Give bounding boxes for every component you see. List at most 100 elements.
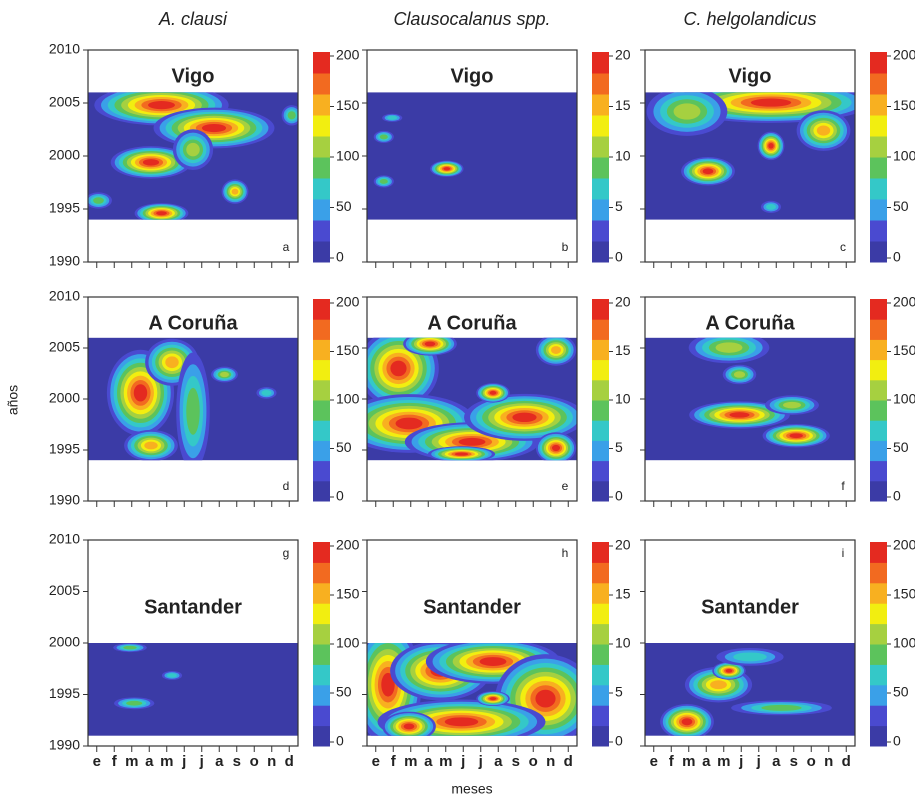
colorbar-tick-label: 10	[615, 148, 631, 164]
x-tick-label: j	[460, 753, 465, 770]
colorbar-tick-label: 0	[615, 249, 623, 265]
colorbar-tick-label: 20	[615, 537, 631, 553]
contour-level	[220, 371, 229, 378]
colorbar-tick-label: 150	[893, 586, 915, 602]
colorbar-band	[870, 542, 887, 563]
contour-level	[725, 669, 733, 673]
x-tick-label: j	[738, 753, 743, 770]
colorbar-band	[870, 582, 887, 604]
contour-level	[789, 433, 803, 439]
colorbar-band	[313, 440, 330, 462]
contour-level	[231, 188, 239, 195]
y-tick-label: 2010	[49, 41, 80, 57]
y-tick-label: 2010	[49, 288, 80, 304]
y-tick-label: 2000	[49, 390, 80, 406]
colorbar-tick-label: 200	[893, 47, 915, 63]
contour-level	[93, 197, 104, 204]
colorbar-band	[313, 339, 330, 361]
y-tick-label: 1990	[49, 492, 80, 508]
colorbar-tick-label: 100	[893, 391, 915, 407]
x-tick-label: d	[285, 753, 294, 770]
contour-level	[133, 384, 148, 402]
colorbar-band	[592, 440, 609, 462]
x-tick-label: a	[702, 753, 711, 770]
x-tick-label: n	[824, 753, 833, 770]
contour-level	[166, 673, 178, 678]
colorbar-tick-label: 50	[893, 198, 909, 214]
panel: A Coruña e 0 5 10 15 20	[362, 294, 631, 507]
panel-title: Santander	[423, 596, 521, 618]
colorbar-band	[592, 299, 609, 320]
x-tick-label: m	[404, 753, 417, 770]
x-tick-label: j	[181, 753, 186, 770]
x-tick-label: m	[682, 753, 695, 770]
panel-title: A Coruña	[427, 312, 517, 334]
colorbar-band	[313, 157, 330, 179]
colorbar-tick-label: 0	[893, 733, 901, 749]
contour-level	[765, 203, 777, 210]
colorbar-band	[870, 603, 887, 625]
colorbar-tick-label: 0	[893, 488, 901, 504]
colorbar-tick-label: 15	[615, 342, 631, 358]
contour-level	[783, 401, 801, 409]
contour-level	[681, 718, 693, 726]
colorbar-tick-label: 200	[893, 294, 915, 310]
colorbar-tick-label: 0	[336, 733, 344, 749]
colorbar-band	[592, 542, 609, 563]
colorbar-band	[870, 379, 887, 401]
x-tick-label: f	[669, 753, 675, 770]
x-tick-label: a	[145, 753, 154, 770]
panel-label: f	[841, 479, 845, 493]
colorbar-band	[870, 199, 887, 221]
panel-title: A Coruña	[705, 312, 795, 334]
colorbar-band	[870, 684, 887, 706]
x-tick-label: n	[546, 753, 555, 770]
colorbar-band	[592, 52, 609, 74]
x-tick-label: a	[772, 753, 781, 770]
colorbar-band	[313, 603, 330, 625]
x-tick-label: a	[215, 753, 224, 770]
panel-title: Vigo	[172, 65, 215, 87]
contour-level	[702, 168, 714, 175]
panel-label: h	[562, 546, 569, 560]
contours	[106, 338, 277, 461]
contour-level	[287, 111, 296, 120]
y-tick-label: 2000	[49, 634, 80, 650]
column-title: Clausocalanus spp.	[393, 9, 550, 29]
x-tick-label: n	[267, 753, 276, 770]
colorbar-band	[870, 623, 887, 645]
x-tick-label: f	[112, 753, 118, 770]
colorbar-tick-label: 200	[336, 537, 360, 553]
colorbar-band	[870, 115, 887, 137]
colorbar-band	[592, 199, 609, 221]
colorbar-band	[870, 319, 887, 340]
colorbar-band	[592, 664, 609, 686]
y-tick-label: 1995	[49, 685, 80, 701]
colorbar-band	[313, 73, 330, 95]
colorbar-tick-label: 100	[336, 148, 360, 164]
colorbar-tick-label: 20	[615, 47, 631, 63]
contour-level	[729, 412, 750, 418]
colorbar-band	[592, 603, 609, 625]
contour-level	[750, 98, 792, 107]
contour-level	[479, 657, 507, 666]
colorbar-tick-label: 10	[615, 391, 631, 407]
y-tick-label: 2000	[49, 147, 80, 163]
x-tick-label: m	[717, 753, 730, 770]
contours	[367, 337, 577, 461]
colorbar-tick-label: 150	[893, 342, 915, 358]
x-tick-label: s	[233, 753, 241, 770]
colorbar-band	[313, 562, 330, 584]
colorbar-band	[870, 339, 887, 361]
contours	[660, 648, 832, 736]
x-tick-label: a	[424, 753, 433, 770]
colorbar-band	[313, 299, 330, 320]
colorbar-band	[313, 220, 330, 242]
x-tick-label: m	[160, 753, 173, 770]
colorbar-tick-label: 150	[336, 342, 360, 358]
x-tick-label: j	[756, 753, 761, 770]
colorbar-band	[870, 460, 887, 482]
contour-level	[379, 178, 388, 184]
x-tick-label: o	[529, 753, 538, 770]
